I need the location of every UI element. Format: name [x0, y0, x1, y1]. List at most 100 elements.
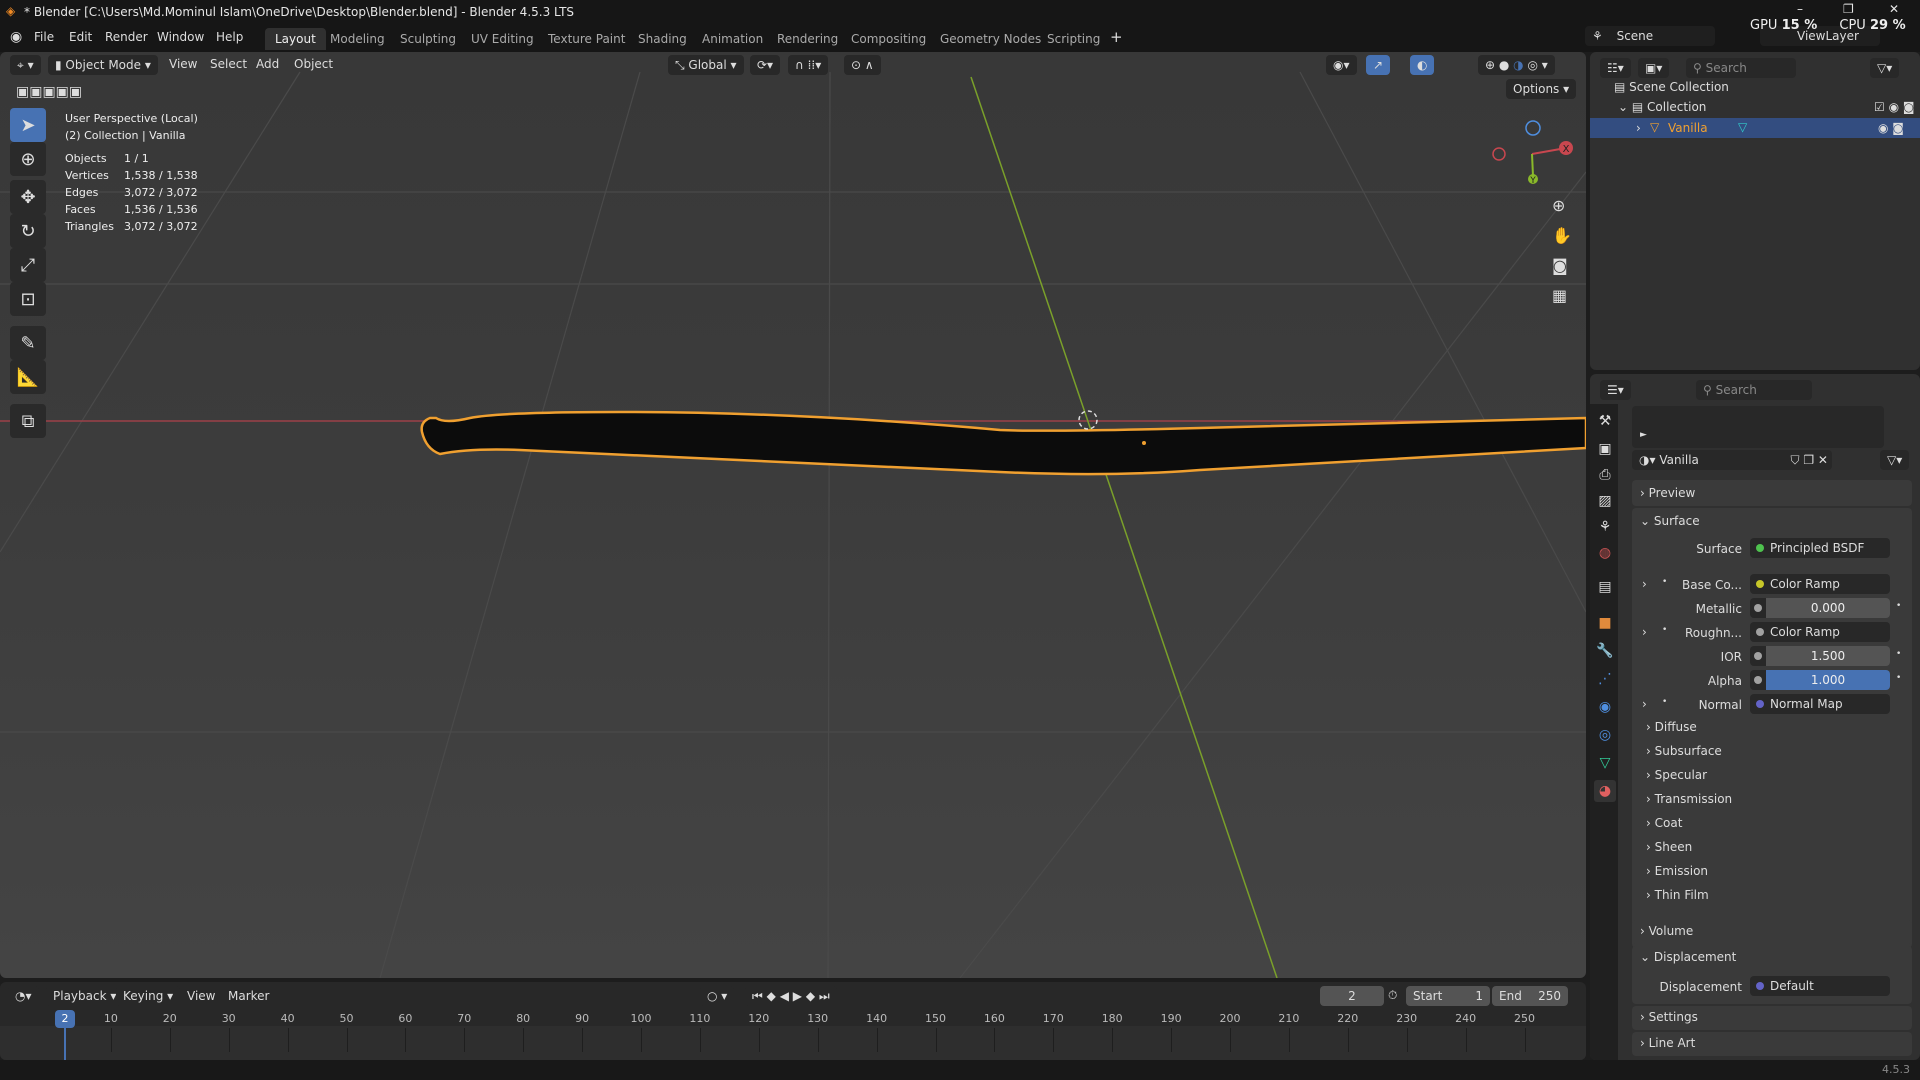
- next-keyframe-icon[interactable]: ◆: [805, 989, 816, 1003]
- viewport-menu-add[interactable]: Add: [256, 57, 280, 71]
- minimize-button[interactable]: –: [1797, 2, 1803, 16]
- subpanel-sheen[interactable]: › Sheen: [1646, 840, 1693, 854]
- tab-texture-paint[interactable]: Texture Paint: [548, 32, 626, 46]
- socket-button[interactable]: [1750, 598, 1766, 618]
- rotate-tool[interactable]: ↻: [10, 214, 46, 248]
- properties-search[interactable]: ⚲ Search: [1696, 380, 1812, 400]
- physics-tab-icon[interactable]: ◉: [1598, 699, 1612, 715]
- subpanel-diffuse[interactable]: › Diffuse: [1646, 720, 1697, 734]
- tab-sculpting[interactable]: Sculpting: [400, 32, 457, 46]
- timeline-menu-marker[interactable]: Marker: [228, 989, 270, 1003]
- expand-arrow-icon[interactable]: ›: [1636, 121, 1641, 135]
- prev-keyframe-icon[interactable]: ◆: [766, 989, 776, 1003]
- collection-tab-icon[interactable]: ▤: [1598, 579, 1612, 595]
- menu-help[interactable]: Help: [216, 30, 244, 44]
- cursor-tool[interactable]: ⊕: [10, 142, 46, 176]
- viewport-menu-select[interactable]: Select: [210, 57, 248, 71]
- constraints-tab-icon[interactable]: ◎: [1598, 727, 1612, 743]
- property-link-field[interactable]: Color Ramp: [1750, 622, 1890, 642]
- timeline-editor-type[interactable]: ◔▾: [8, 986, 39, 1006]
- zoom-icon[interactable]: ⊕: [1552, 196, 1566, 215]
- select-box-tool[interactable]: ➤: [10, 108, 46, 142]
- add-cube-tool[interactable]: ⧉: [10, 404, 46, 438]
- property-link-field[interactable]: Normal Map: [1750, 694, 1890, 714]
- scene-selector[interactable]: ⚘ Scene: [1585, 26, 1715, 46]
- subpanel-subsurface[interactable]: › Subsurface: [1646, 744, 1722, 758]
- snap-toggle[interactable]: ∩ ⁞⁞▾: [788, 55, 829, 75]
- transform-tool[interactable]: ⊡: [10, 282, 46, 316]
- property-number-field[interactable]: 1.000: [1766, 670, 1890, 690]
- viewport-menu-view[interactable]: View: [169, 57, 198, 71]
- menu-window[interactable]: Window: [157, 30, 205, 44]
- camera-view-icon[interactable]: ◙: [1552, 256, 1568, 275]
- property-number-field[interactable]: 1.500: [1766, 646, 1890, 666]
- shading-mode-buttons[interactable]: ⊕ ● ◑ ◎ ▾: [1478, 55, 1555, 75]
- stopwatch-icon[interactable]: ⏱: [1388, 988, 1398, 1002]
- tab-scripting[interactable]: Scripting: [1047, 32, 1101, 46]
- gizmo-toggle[interactable]: ↗: [1366, 55, 1391, 75]
- navigation-gizmo[interactable]: X Y: [1480, 114, 1580, 194]
- keyframe-dot-icon[interactable]: •: [1896, 649, 1902, 659]
- pivot-point-button[interactable]: ⟳▾: [750, 55, 781, 75]
- playback-controls[interactable]: ⏮ ◆ ◀ ▶ ◆ ⏭: [745, 986, 837, 1006]
- outliner-item-scene-collection[interactable]: ▤ Scene Collection: [1614, 80, 1729, 94]
- socket-button[interactable]: [1750, 646, 1766, 666]
- close-button[interactable]: ✕: [1889, 2, 1900, 16]
- options-button[interactable]: Options ▾: [1506, 79, 1577, 99]
- scale-tool[interactable]: ⤢: [10, 248, 46, 282]
- proportional-editing-toggle[interactable]: ⊙ ∧: [844, 55, 881, 75]
- expand-arrow-icon[interactable]: ›: [1642, 697, 1647, 711]
- scene-tab-icon[interactable]: ⚘: [1598, 519, 1612, 535]
- subpanel-emission[interactable]: › Emission: [1646, 864, 1709, 878]
- menu-render[interactable]: Render: [105, 30, 148, 44]
- maximize-button[interactable]: ❐: [1843, 2, 1854, 16]
- render-tab-icon[interactable]: ▣: [1598, 441, 1612, 457]
- keyframe-dot-icon[interactable]: •: [1896, 601, 1902, 611]
- view-layer-tab-icon[interactable]: ▨: [1598, 493, 1612, 509]
- outliner-item-vanilla[interactable]: › ▽ Vanilla ▽ ◉ ◙: [1590, 118, 1920, 138]
- blender-menu-icon[interactable]: ◉: [10, 29, 23, 45]
- perspective-toggle-icon[interactable]: ▦: [1552, 286, 1568, 305]
- play-reverse-icon[interactable]: ◀: [779, 989, 789, 1003]
- jump-end-icon[interactable]: ⏭: [818, 989, 830, 1003]
- jump-start-icon[interactable]: ⏮: [752, 989, 763, 1003]
- material-actions[interactable]: ⛉ ❐ ✕: [1790, 453, 1828, 467]
- timeline-menu-view[interactable]: View: [187, 989, 216, 1003]
- timeline[interactable]: ◔▾ Playback ▾ Keying ▾ View Marker ○ ▾ ⏮…: [0, 982, 1586, 1060]
- panel-line-art[interactable]: › Line Art: [1632, 1032, 1912, 1056]
- end-frame-field[interactable]: End 250: [1492, 986, 1568, 1006]
- link-data-button[interactable]: ▽▾: [1880, 450, 1910, 470]
- panel-surface-header[interactable]: ⌄ Surface: [1640, 514, 1700, 528]
- keying-menu[interactable]: Keying ▾: [116, 986, 181, 1006]
- play-icon[interactable]: ▶: [792, 989, 802, 1003]
- expand-arrow-icon[interactable]: ›: [1642, 577, 1647, 591]
- view-layer-selector[interactable]: ViewLayer: [1760, 26, 1880, 46]
- playhead[interactable]: 2: [55, 1010, 75, 1028]
- tab-uv-editing[interactable]: UV Editing: [471, 32, 534, 46]
- auto-keying-toggle[interactable]: ○ ▾: [700, 986, 735, 1006]
- menu-edit[interactable]: Edit: [69, 30, 93, 44]
- property-link-field[interactable]: Color Ramp: [1750, 574, 1890, 594]
- mode-selector[interactable]: ▮ Object Mode ▾: [48, 55, 158, 75]
- display-mode-button[interactable]: ▣▾: [1638, 58, 1670, 78]
- add-workspace-button[interactable]: +: [1110, 28, 1123, 46]
- properties-editor-type[interactable]: ☰▾: [1600, 380, 1631, 400]
- transform-orientation-selector[interactable]: ⤡ Global ▾: [668, 55, 744, 75]
- overlay-toggle[interactable]: ◐: [1410, 55, 1435, 75]
- tool-tab-icon[interactable]: ⚒: [1598, 413, 1612, 429]
- selectability-button[interactable]: ◉▾: [1326, 55, 1357, 75]
- tab-animation[interactable]: Animation: [702, 32, 764, 46]
- outliner-editor-type[interactable]: ☷▾: [1600, 58, 1631, 78]
- world-tab-icon[interactable]: ◍: [1598, 545, 1612, 561]
- panel-volume[interactable]: › Volume: [1632, 920, 1912, 944]
- subpanel-transmission[interactable]: › Transmission: [1646, 792, 1733, 806]
- move-tool[interactable]: ✥: [10, 180, 46, 214]
- panel-preview[interactable]: › Preview: [1632, 480, 1912, 506]
- property-number-field[interactable]: 0.000: [1766, 598, 1890, 618]
- select-mode-buttons[interactable]: ▣▣▣▣▣: [16, 84, 83, 100]
- socket-button[interactable]: [1750, 670, 1766, 690]
- 3d-viewport[interactable]: ⌖ ▾ ▮ Object Mode ▾ View Select Add Obje…: [0, 52, 1586, 978]
- measure-tool[interactable]: 📐: [10, 360, 46, 394]
- mesh-data-tab-icon[interactable]: ▽: [1599, 755, 1611, 771]
- particles-tab-icon[interactable]: ⋰: [1598, 671, 1612, 687]
